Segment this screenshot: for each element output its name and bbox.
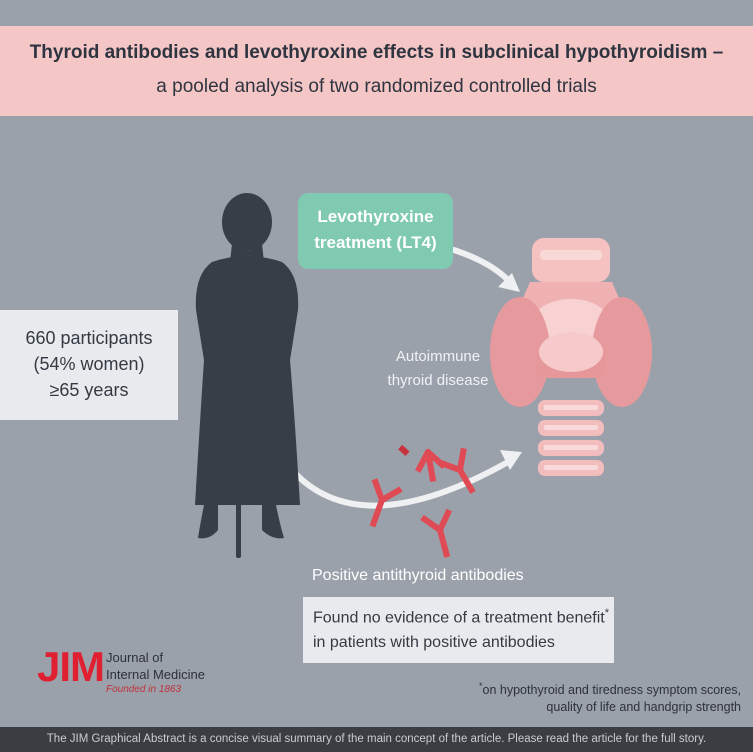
- bottom-arrow-head: [500, 450, 522, 470]
- bottom-info-bar: The JIM Graphical Abstract is a concise …: [0, 727, 753, 752]
- finding-footnote-mark: *: [604, 607, 610, 619]
- finding-line2: in patients with positive antibodies: [313, 634, 555, 651]
- elderly-woman-silhouette-icon: [195, 193, 300, 558]
- participants-women: (54% women): [33, 354, 145, 374]
- footnote-line1: *on hypothyroid and tiredness symptom sc…: [479, 681, 741, 697]
- top-arrow-curve: [451, 247, 511, 283]
- finding-line1-text: Found no evidence of a treatment benefit: [313, 609, 605, 627]
- participants-count: 660 participants: [25, 328, 153, 348]
- thyroid-gland-icon: [490, 238, 652, 476]
- treatment-line1: Levothyroxine: [317, 207, 434, 226]
- participants-box: 660 participants (54% women) ≥65 years: [0, 310, 178, 420]
- treatment-line2: treatment (LT4): [314, 233, 437, 252]
- jim-logo: JIM: [37, 643, 105, 690]
- finding-box: Found no evidence of a treatment benefit…: [303, 597, 614, 663]
- bottom-arrow-curve: [289, 459, 511, 509]
- footnote-line2: quality of life and handgrip strength: [546, 700, 741, 714]
- treatment-box: Levothyroxine treatment (LT4): [298, 193, 453, 269]
- page-title: Thyroid antibodies and levothyroxine eff…: [29, 42, 724, 63]
- antibody-icon: [420, 508, 453, 558]
- title-banner: Thyroid antibodies and levothyroxine eff…: [0, 26, 753, 116]
- footnote-line1-text: on hypothyroid and tiredness symptom sco…: [482, 683, 741, 698]
- footnote-mark: *: [479, 681, 483, 691]
- journal-name-line2: Internal Medicine: [106, 667, 205, 682]
- page-subtitle: a pooled analysis of two randomized cont…: [156, 76, 597, 97]
- thyroid-label-line2: thyroid disease: [387, 372, 489, 389]
- journal-name-line1: Journal of: [106, 650, 164, 665]
- antibody-icon: [369, 478, 403, 528]
- thyroid-label-line1: Autoimmune: [395, 348, 481, 365]
- antibody-icon: [438, 447, 476, 495]
- antibody-icon: [398, 444, 447, 483]
- finding-line1: Found no evidence of a treatment benefit…: [313, 607, 609, 627]
- participants-age: ≥65 years: [49, 380, 129, 400]
- journal-founded: Founded in 1863: [106, 684, 182, 695]
- antibodies-label: Positive antithyroid antibodies: [312, 567, 524, 584]
- top-arrow-head: [498, 273, 520, 292]
